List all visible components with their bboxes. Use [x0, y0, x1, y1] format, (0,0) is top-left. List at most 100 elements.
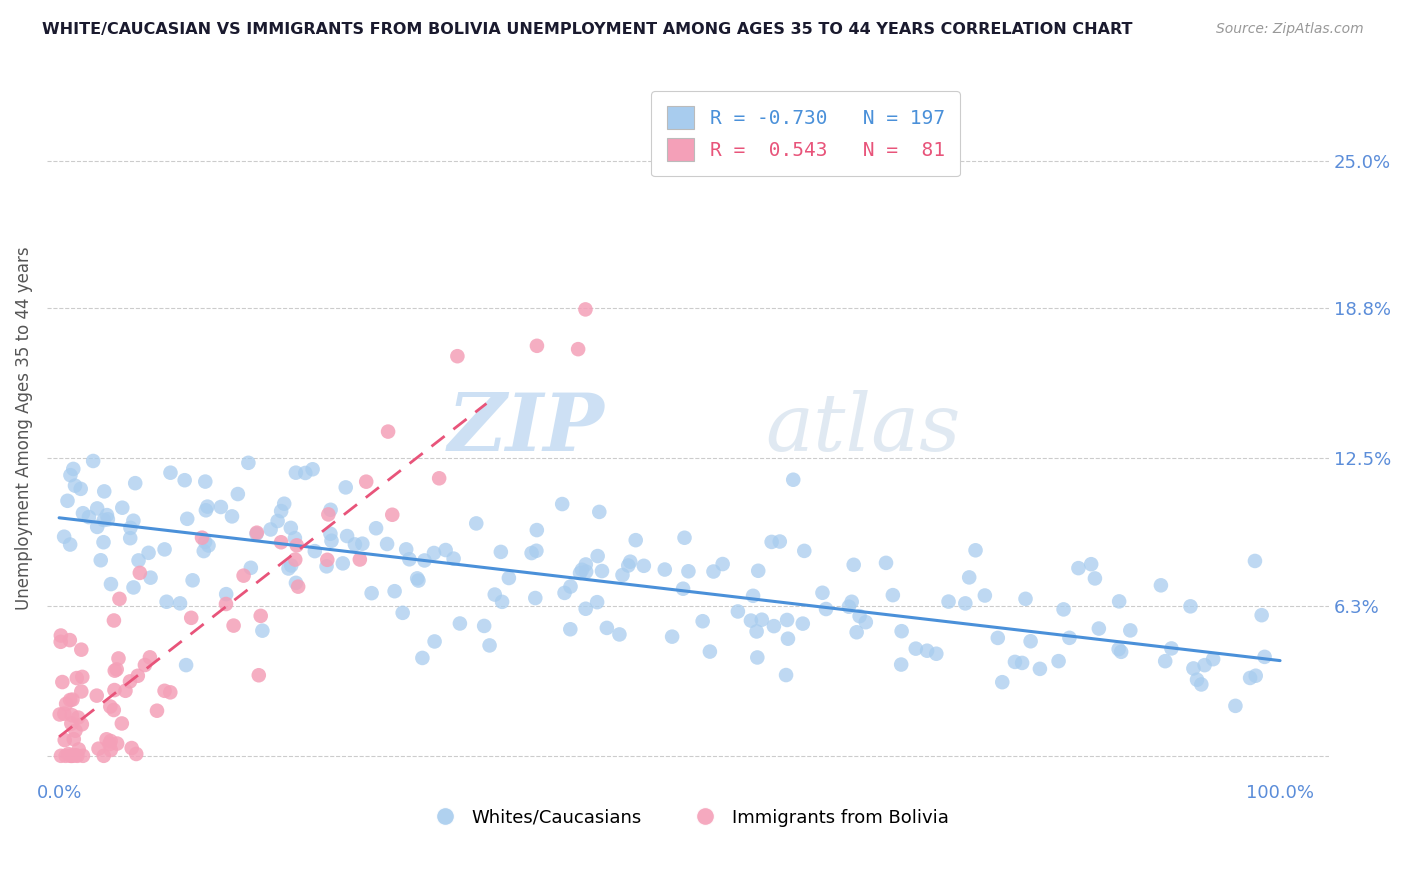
Point: [1108, 642, 1130, 657]
Point: [814, 602, 837, 616]
Point: [391, 606, 413, 620]
Point: [526, 339, 548, 353]
Point: [792, 616, 814, 631]
Point: [65, 748, 87, 763]
Point: [408, 574, 430, 588]
Point: [811, 586, 834, 600]
Point: [1059, 631, 1081, 645]
Point: [449, 616, 471, 631]
Point: [551, 497, 574, 511]
Point: [1019, 634, 1042, 648]
Point: [498, 571, 520, 585]
Point: [591, 564, 613, 578]
Point: [55, 748, 77, 763]
Point: [294, 466, 316, 480]
Point: [49, 635, 72, 649]
Point: [53, 733, 76, 747]
Point: [957, 570, 980, 584]
Point: [59, 633, 82, 648]
Point: [87, 741, 110, 756]
Point: [155, 595, 177, 609]
Point: [96, 508, 118, 522]
Point: [280, 521, 302, 535]
Point: [1108, 594, 1130, 608]
Point: [1160, 641, 1182, 656]
Point: [1109, 645, 1132, 659]
Point: [159, 466, 181, 480]
Point: [59, 748, 82, 763]
Point: [1185, 673, 1208, 687]
Point: [86, 501, 108, 516]
Point: [138, 546, 160, 560]
Point: [252, 624, 274, 638]
Point: [335, 480, 357, 494]
Point: [72, 670, 94, 684]
Point: [775, 668, 797, 682]
Point: [128, 553, 150, 567]
Point: [1084, 571, 1107, 585]
Point: [49, 748, 72, 763]
Point: [1182, 661, 1205, 675]
Point: [121, 741, 143, 756]
Point: [751, 613, 773, 627]
Point: [673, 531, 696, 545]
Point: [711, 557, 734, 571]
Point: [111, 716, 134, 731]
Point: [586, 595, 609, 609]
Text: atlas: atlas: [765, 390, 960, 467]
Point: [105, 662, 128, 676]
Point: [654, 562, 676, 576]
Point: [304, 544, 326, 558]
Point: [174, 658, 197, 673]
Point: [62, 732, 84, 747]
Point: [699, 644, 721, 658]
Point: [238, 456, 260, 470]
Point: [1067, 561, 1090, 575]
Point: [398, 552, 420, 566]
Point: [973, 589, 995, 603]
Point: [53, 530, 76, 544]
Point: [103, 614, 125, 628]
Point: [925, 647, 948, 661]
Point: [120, 521, 142, 535]
Point: [239, 561, 262, 575]
Point: [375, 537, 398, 551]
Point: [855, 615, 877, 630]
Point: [586, 549, 609, 563]
Point: [1202, 652, 1225, 666]
Point: [66, 671, 89, 685]
Point: [197, 539, 219, 553]
Point: [62, 462, 84, 476]
Point: [360, 586, 382, 600]
Point: [67, 710, 90, 724]
Point: [284, 575, 307, 590]
Point: [776, 632, 799, 646]
Point: [86, 520, 108, 534]
Point: [762, 619, 785, 633]
Point: [443, 551, 465, 566]
Point: [284, 466, 307, 480]
Point: [98, 737, 121, 751]
Point: [173, 473, 195, 487]
Point: [100, 743, 122, 757]
Point: [332, 557, 354, 571]
Point: [740, 614, 762, 628]
Point: [270, 504, 292, 518]
Point: [139, 650, 162, 665]
Point: [285, 538, 308, 552]
Point: [1119, 624, 1142, 638]
Point: [103, 683, 125, 698]
Point: [191, 531, 214, 545]
Point: [427, 471, 450, 485]
Point: [596, 621, 619, 635]
Point: [692, 614, 714, 628]
Point: [554, 586, 576, 600]
Point: [1029, 662, 1052, 676]
Point: [842, 558, 865, 572]
Point: [104, 664, 127, 678]
Point: [70, 684, 93, 698]
Point: [90, 553, 112, 567]
Point: [526, 523, 548, 537]
Point: [176, 512, 198, 526]
Point: [103, 703, 125, 717]
